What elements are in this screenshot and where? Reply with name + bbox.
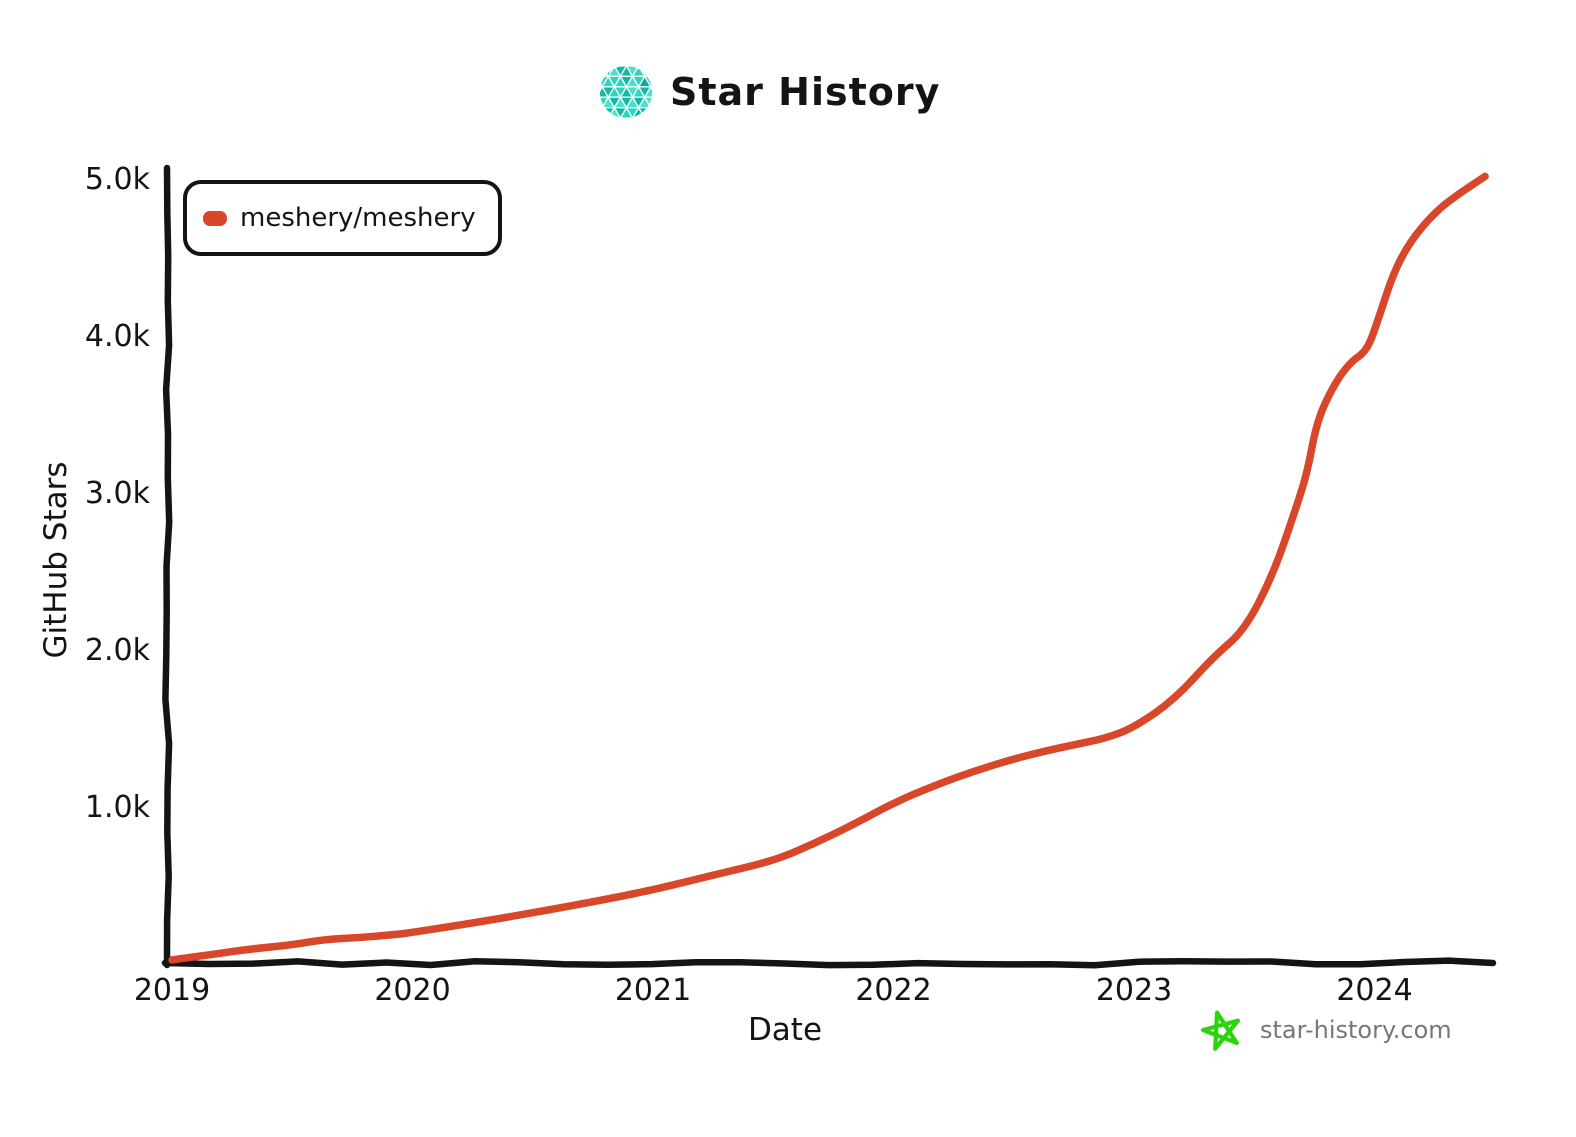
logo-triangle bbox=[633, 88, 644, 97]
watermark: star-history.com bbox=[1200, 1006, 1452, 1054]
logo-triangle bbox=[633, 97, 644, 107]
logo-triangle bbox=[621, 88, 632, 97]
logo-triangle bbox=[639, 87, 650, 96]
logo-triangle bbox=[603, 77, 614, 87]
site-link[interactable]: star-history.com bbox=[1260, 1016, 1452, 1044]
logo-triangle bbox=[609, 77, 620, 86]
logo-triangle bbox=[603, 87, 614, 96]
logo-triangle bbox=[627, 66, 638, 75]
x-tick-label: 2020 bbox=[374, 973, 450, 1008]
logo-triangle bbox=[609, 88, 620, 97]
logo-triangle bbox=[627, 98, 638, 107]
y-axis-title: GitHub Stars bbox=[38, 461, 74, 658]
chart-header: Star History bbox=[598, 64, 940, 120]
x-tick-label: 2023 bbox=[1096, 973, 1172, 1008]
page-title: Star History bbox=[670, 70, 941, 114]
y-axis-tick-labels: 1.0k 2.0k 3.0k 4.0k 5.0k bbox=[85, 162, 151, 825]
logo-triangle bbox=[599, 97, 608, 107]
logo-triangle bbox=[645, 88, 653, 97]
logo-triangle bbox=[615, 66, 626, 75]
legend: meshery/meshery bbox=[183, 180, 502, 256]
x-axis-title: Date bbox=[748, 1012, 822, 1048]
logo-triangle bbox=[627, 87, 638, 96]
series-line bbox=[168, 172, 1489, 964]
logo-triangle bbox=[603, 98, 614, 107]
logo-triangle bbox=[639, 77, 650, 87]
logo-triangle bbox=[621, 67, 632, 76]
logo-triangle bbox=[621, 77, 632, 86]
x-tick-label: 2019 bbox=[134, 973, 210, 1008]
star-history-logo-icon bbox=[599, 66, 653, 118]
x-tick-label: 2021 bbox=[615, 973, 691, 1008]
x-axis-tick-labels: 2019 2020 2021 2022 2023 2024 bbox=[134, 973, 1413, 1008]
logo-triangle bbox=[609, 97, 620, 107]
logo-triangle bbox=[615, 87, 626, 96]
x-tick-label: 2024 bbox=[1336, 973, 1412, 1008]
logo-triangle bbox=[627, 77, 638, 87]
logo-triangle bbox=[639, 98, 650, 107]
y-tick-label: 2.0k bbox=[85, 633, 151, 668]
x-tick-label: 2022 bbox=[855, 973, 931, 1008]
star-icon bbox=[1200, 1010, 1241, 1051]
y-tick-label: 3.0k bbox=[85, 476, 151, 511]
legend-label: meshery/meshery bbox=[240, 203, 476, 233]
logo-triangle bbox=[615, 108, 626, 117]
y-axis-line bbox=[162, 164, 173, 969]
logo-triangle bbox=[621, 109, 632, 118]
logo-triangle bbox=[621, 97, 632, 107]
legend-marker bbox=[203, 210, 227, 226]
logo-triangle bbox=[633, 67, 644, 76]
logo-triangle bbox=[615, 98, 626, 107]
logo-triangle bbox=[633, 77, 644, 86]
y-tick-label: 1.0k bbox=[85, 790, 151, 825]
x-axis-line bbox=[161, 957, 1497, 969]
logo-triangle bbox=[627, 108, 638, 117]
logo-triangle bbox=[609, 67, 620, 76]
y-tick-label: 4.0k bbox=[85, 319, 151, 354]
y-tick-label: 5.0k bbox=[85, 162, 151, 197]
logo-triangle bbox=[599, 88, 608, 97]
logo-triangle bbox=[615, 77, 626, 87]
